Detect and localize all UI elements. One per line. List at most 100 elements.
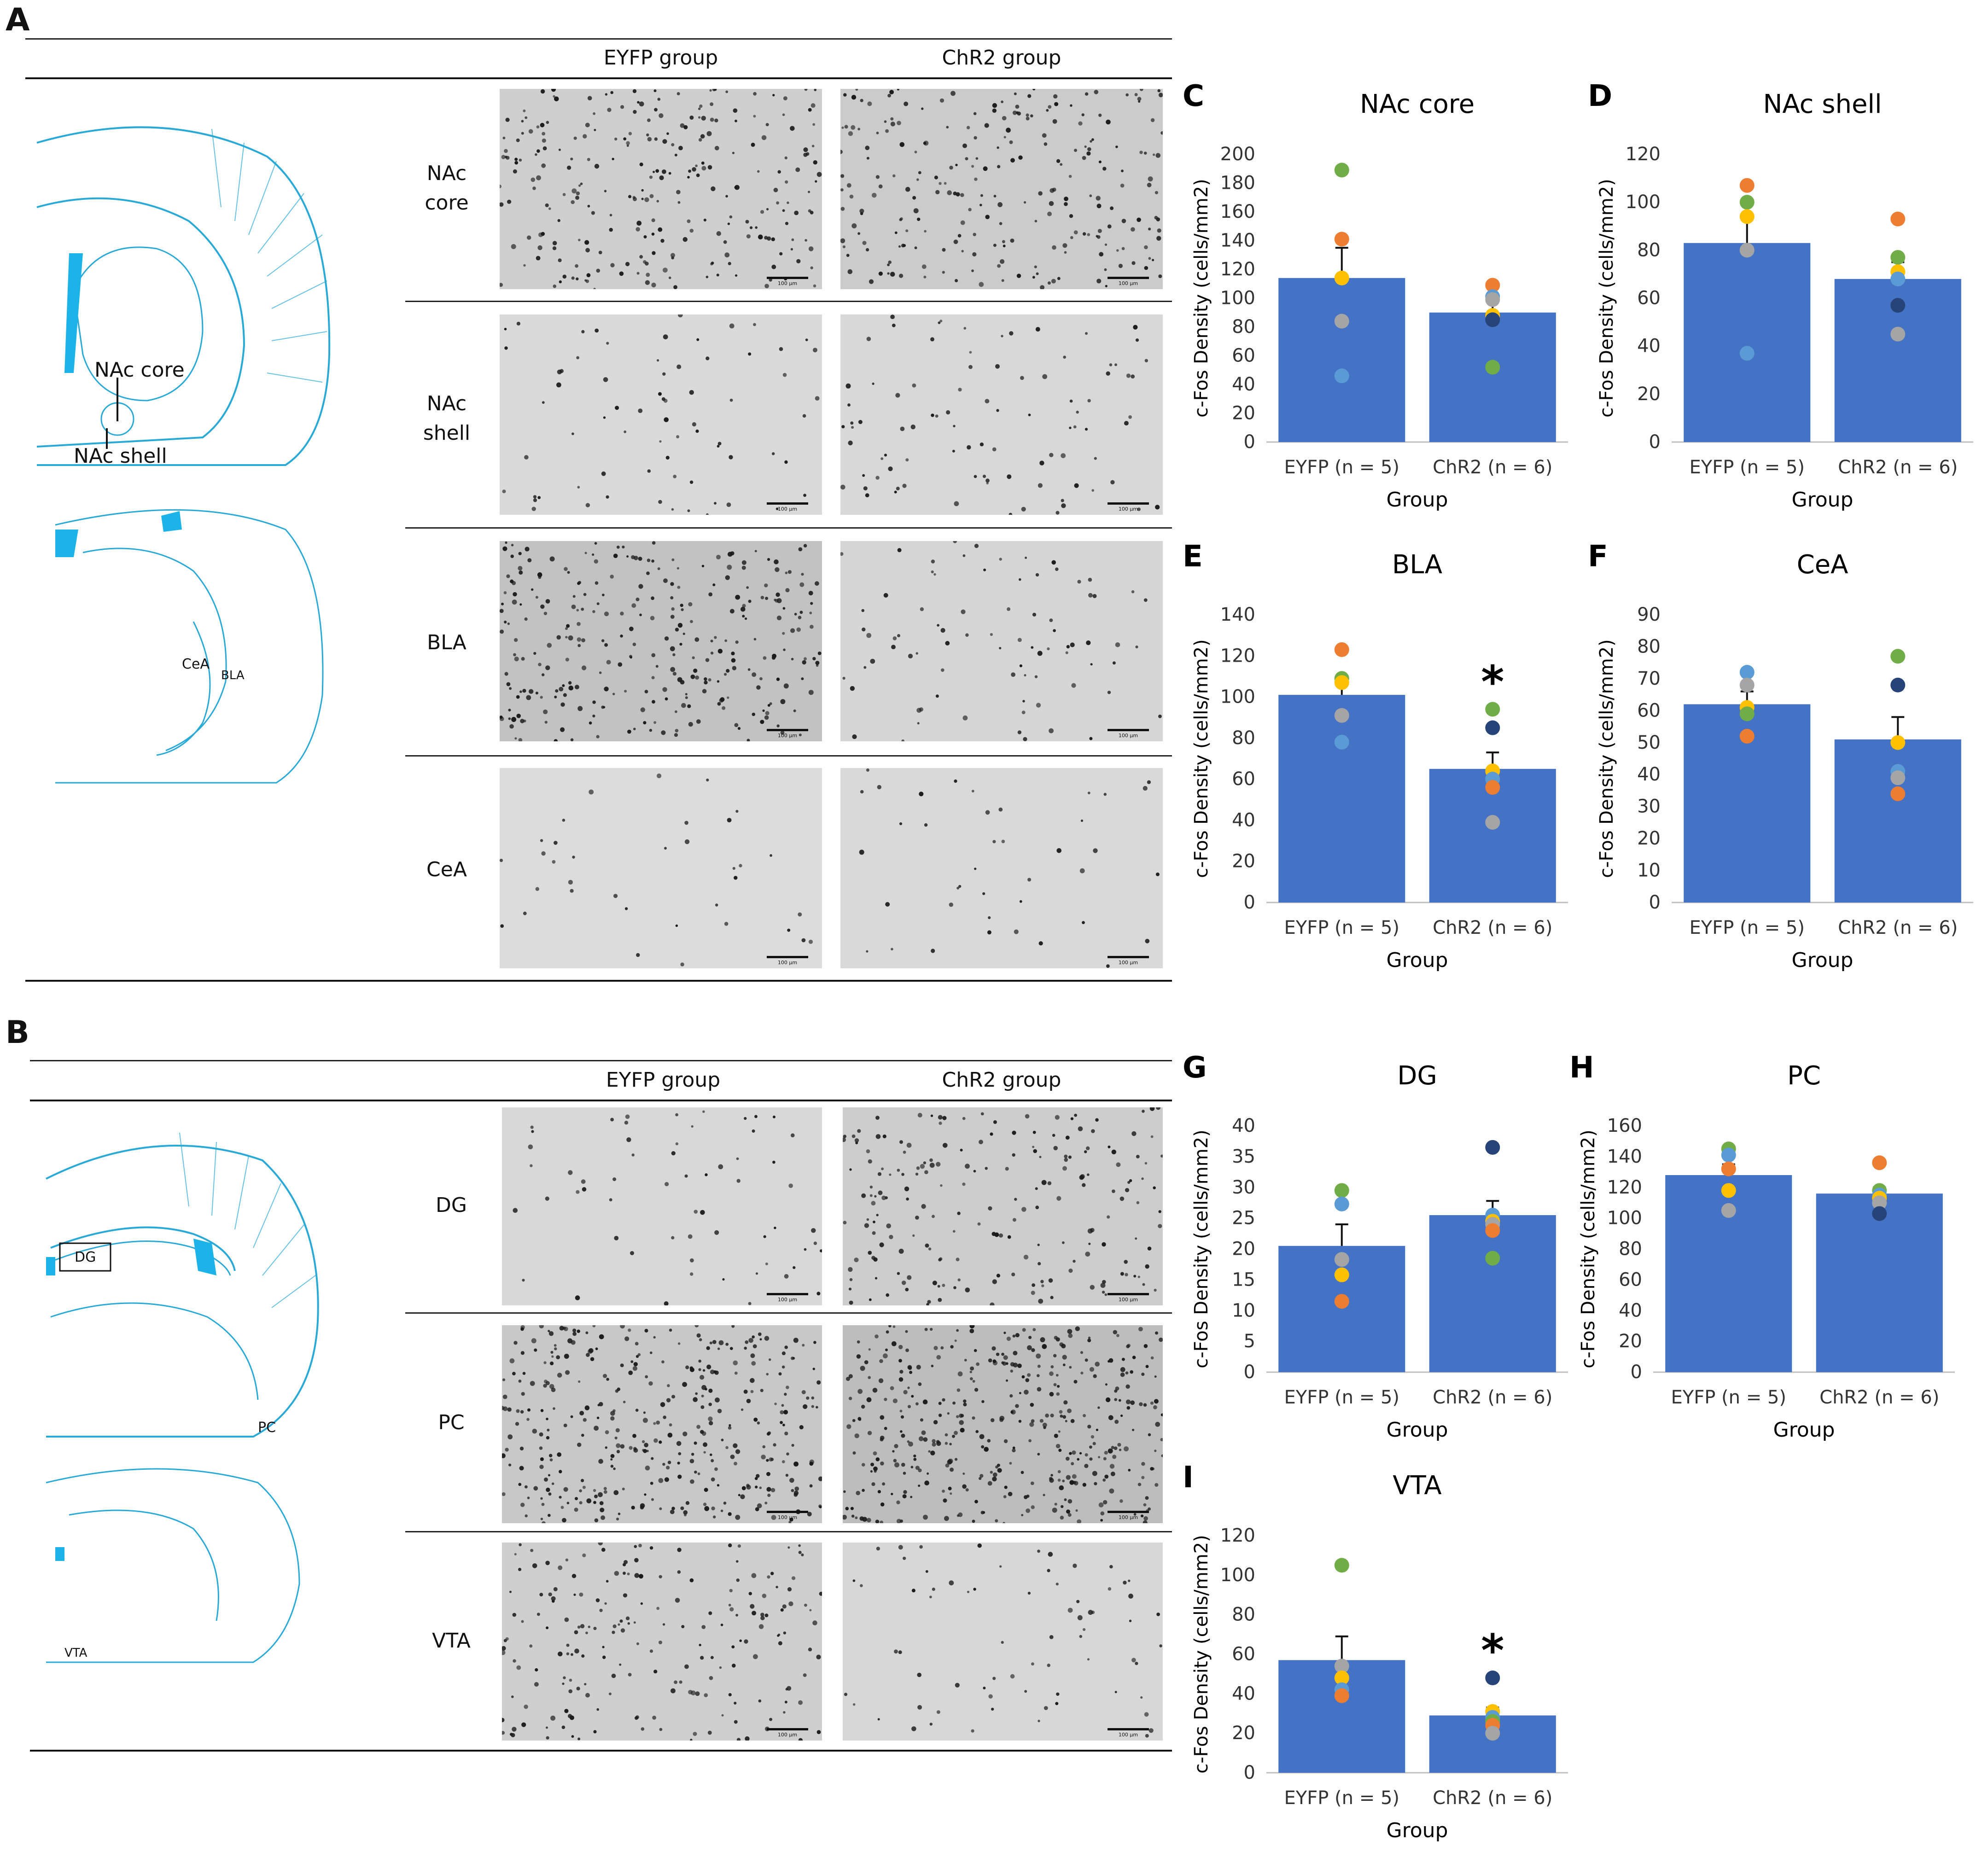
- y-tick-label: 120: [1220, 259, 1255, 280]
- data-point: [1739, 706, 1755, 722]
- micrograph-eyfp-bla: 100 µm: [500, 541, 822, 741]
- data-point: [1485, 278, 1500, 293]
- data-point: [1485, 292, 1500, 307]
- data-point: [1334, 708, 1349, 723]
- y-tick-label: 5: [1244, 1331, 1255, 1352]
- chart-title: DG: [1397, 1061, 1437, 1091]
- micrograph-chr2-nac-core: 100 µm: [840, 89, 1163, 289]
- y-tick-label: 30: [1232, 1177, 1255, 1198]
- x-category-label: ChR2 (n = 6): [1838, 917, 1958, 938]
- micrograph-eyfp-vta: 100 µm: [502, 1543, 822, 1741]
- y-tick-label: 40: [1637, 336, 1661, 357]
- chart-title: BLA: [1392, 550, 1442, 580]
- y-tick-label: 25: [1232, 1208, 1255, 1229]
- data-point: [1485, 1223, 1500, 1238]
- panel-a-col-eyfp: EYFP group: [603, 46, 718, 70]
- data-point: [1721, 1183, 1736, 1198]
- panel-b-top-rule: [30, 1060, 1172, 1061]
- panel-b-header-rule: [30, 1100, 1172, 1101]
- y-tick-label: 0: [1649, 431, 1661, 453]
- y-tick-label: 20: [1232, 403, 1255, 424]
- y-tick-label: 20: [1619, 1331, 1642, 1352]
- x-category-label: ChR2 (n = 6): [1433, 1787, 1552, 1809]
- chart-nac-shell: D NAc shell 0 20 40 60 80 100 120 c-Fos Density (…: [1588, 79, 1973, 512]
- panel-a-row-cea: CeA: [426, 858, 467, 881]
- x-category-label: EYFP (n = 5): [1284, 1387, 1399, 1408]
- data-point: [1334, 270, 1349, 285]
- data-point: [1872, 1206, 1887, 1221]
- y-tick-label: 40: [1232, 374, 1255, 395]
- data-point: [1485, 1251, 1500, 1266]
- panel-a-row-nac-core: NAc core: [425, 162, 469, 215]
- data-point: [1739, 665, 1755, 680]
- panel-b-bottom-rule: [30, 1750, 1172, 1752]
- panel-b-row-dg: DG: [436, 1193, 467, 1217]
- data-point: [1334, 642, 1349, 657]
- y-tick-label: 20: [1232, 1723, 1255, 1744]
- y-tick-label: 50: [1637, 732, 1661, 753]
- panel-letter-a: A: [6, 2, 30, 38]
- x-category-label: EYFP (n = 5): [1284, 917, 1399, 938]
- y-tick-label: 140: [1220, 604, 1255, 625]
- chart-panel-letter: F: [1588, 540, 1608, 574]
- panel-a-row-nac-shell: NAc shell: [423, 392, 471, 445]
- micrograph-eyfp-dg: 100 µm: [502, 1107, 822, 1305]
- x-category-label: ChR2 (n = 6): [1433, 457, 1552, 478]
- y-tick-label: 100: [1220, 1565, 1255, 1586]
- micrograph-eyfp-nac-core: 100 µm: [500, 89, 822, 289]
- y-tick-label: 100: [1220, 288, 1255, 309]
- y-tick-label: 15: [1232, 1269, 1255, 1290]
- chart-title: NAc core: [1360, 89, 1475, 119]
- chart-bla: E BLA 0 20 40 60 80 100 120 140 c-Fos Density (cel…: [1183, 540, 1568, 972]
- data-point: [1872, 1155, 1887, 1170]
- chart-panel-letter: H: [1569, 1051, 1594, 1085]
- x-category-label: ChR2 (n = 6): [1838, 457, 1958, 478]
- data-point: [1334, 1183, 1349, 1198]
- brain-atlas-section-a: [36, 126, 331, 784]
- data-point: [1485, 1726, 1500, 1741]
- data-point: [1890, 250, 1906, 265]
- y-tick-label: 160: [1607, 1115, 1642, 1136]
- atlas-label-bla: BLA: [221, 669, 245, 682]
- y-tick-label: 10: [1637, 860, 1661, 881]
- y-tick-label: 80: [1232, 728, 1255, 749]
- y-tick-label: 60: [1232, 768, 1255, 790]
- x-category-label: ChR2 (n = 6): [1433, 1387, 1552, 1408]
- panel-b-col-eyfp: EYFP group: [606, 1068, 721, 1092]
- y-axis-label: c-Fos Density (cells/mm2): [1191, 179, 1212, 418]
- data-point: [1334, 1659, 1349, 1674]
- data-point: [1485, 780, 1500, 795]
- chart-panel-letter: I: [1183, 1461, 1194, 1495]
- micrograph-eyfp-pc: 100 µm: [502, 1325, 822, 1523]
- x-axis-label: Group: [1773, 1418, 1835, 1442]
- y-tick-label: 35: [1232, 1146, 1255, 1167]
- data-point: [1890, 298, 1906, 313]
- y-tick-label: 30: [1637, 796, 1661, 817]
- significance-asterisk: *: [1481, 1625, 1504, 1677]
- significance-asterisk: *: [1481, 656, 1504, 708]
- data-point: [1485, 360, 1500, 375]
- x-category-label: ChR2 (n = 6): [1433, 917, 1552, 938]
- data-point: [1890, 735, 1906, 750]
- y-tick-label: 20: [1232, 851, 1255, 872]
- data-point: [1334, 1252, 1349, 1267]
- atlas-label-nac-shell: NAc shell: [74, 444, 167, 468]
- y-tick-label: 40: [1232, 1115, 1255, 1136]
- y-axis-label: c-Fos Density (cells/mm2): [1191, 1129, 1212, 1368]
- panel-letter-b: B: [6, 1014, 29, 1051]
- y-tick-label: 20: [1637, 828, 1661, 849]
- y-axis-label: c-Fos Density (cells/mm2): [1596, 179, 1617, 418]
- bar: [1278, 1246, 1405, 1372]
- data-point: [1485, 1671, 1500, 1685]
- data-point: [1890, 677, 1906, 693]
- y-tick-label: 180: [1220, 173, 1255, 194]
- data-point: [1334, 675, 1349, 690]
- y-tick-label: 40: [1232, 1683, 1255, 1704]
- micrograph-chr2-cea: 100 µm: [840, 768, 1163, 968]
- bar: [1429, 312, 1556, 442]
- x-axis-label: Group: [1387, 1418, 1448, 1442]
- panel-a-row-divider-3: [405, 755, 1172, 757]
- data-point: [1872, 1195, 1887, 1211]
- panel-a-header-rule: [25, 77, 1172, 79]
- chart-title: CeA: [1797, 550, 1848, 580]
